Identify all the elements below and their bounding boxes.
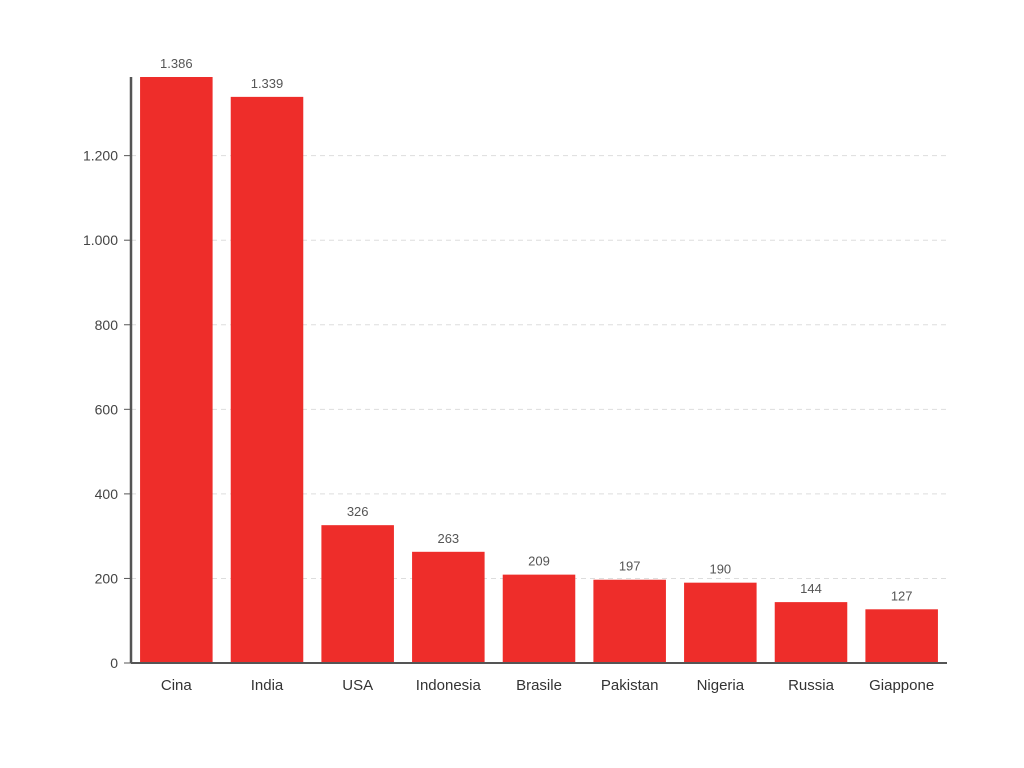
bar-indonesia	[412, 551, 485, 663]
y-tick-label: 600	[95, 401, 119, 417]
category-label: India	[251, 677, 284, 694]
y-tick-label: 400	[95, 486, 119, 502]
category-label: Brasile	[516, 677, 562, 694]
category-label: Russia	[788, 677, 835, 694]
category-label: Pakistan	[601, 677, 659, 694]
bar-giappone	[865, 609, 938, 663]
bar-nigeria	[684, 582, 757, 663]
axes	[129, 77, 947, 664]
category-label: Indonesia	[416, 677, 482, 694]
bar-brasile	[502, 574, 576, 663]
bar-usa	[321, 525, 394, 663]
data-label: 326	[347, 504, 369, 519]
data-label: 197	[619, 559, 641, 574]
y-tick-labels: 0 200 400 600 800 1.000 1.200	[83, 148, 131, 671]
data-label: 209	[528, 554, 550, 569]
y-tick-label: 1.200	[83, 148, 118, 164]
category-labels: Cina India USA Indonesia Brasile Pakistan Nige…	[161, 677, 934, 694]
data-label: 144	[800, 581, 822, 596]
data-label: 190	[709, 562, 731, 577]
y-tick-label: 0	[110, 655, 118, 671]
bar-russia	[774, 602, 848, 663]
category-label: Nigeria	[697, 677, 745, 694]
bar-pakistan	[593, 579, 666, 663]
category-label: USA	[342, 677, 373, 694]
y-tick-label: 1.000	[83, 232, 118, 248]
data-label: 1.339	[251, 76, 284, 91]
data-label: 263	[437, 531, 459, 546]
category-label: Cina	[161, 677, 193, 694]
data-labels: 1.386 1.339 326 263 209 197 190 144 127	[160, 56, 912, 603]
category-label: Giappone	[869, 677, 934, 694]
bar-cina	[140, 77, 213, 663]
bar-india	[230, 96, 304, 663]
data-label: 1.386	[160, 56, 193, 71]
bars	[140, 77, 938, 663]
y-tick-label: 200	[95, 570, 119, 586]
data-label: 127	[891, 588, 913, 603]
y-tick-label: 800	[95, 317, 119, 333]
